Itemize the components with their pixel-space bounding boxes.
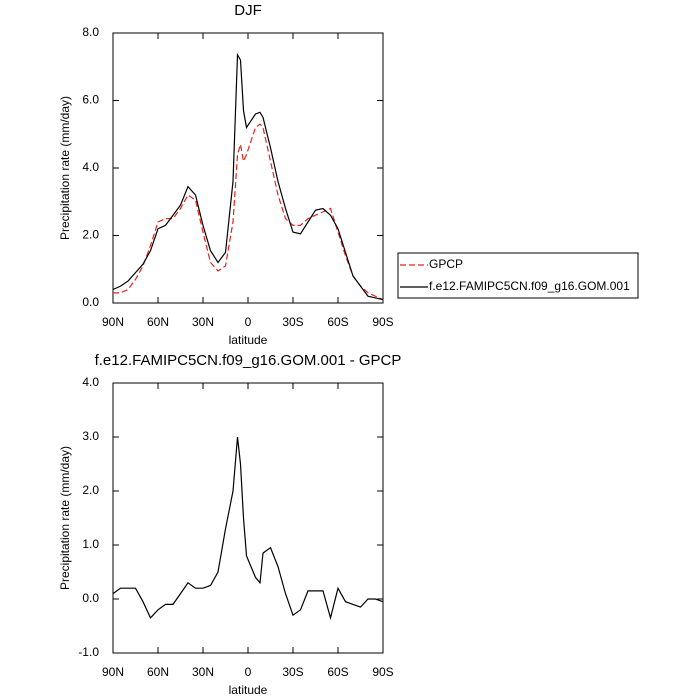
y-axis-label: Precipitation rate (mm/day): [58, 96, 72, 240]
plot-frame: [112, 32, 384, 304]
x-axis-label: latitude: [229, 333, 268, 347]
x-tick-label: 60N: [147, 665, 169, 679]
chart-title: DJF: [234, 2, 262, 19]
y-tick-label: 3.0: [82, 429, 99, 443]
series-line: [113, 123, 384, 301]
x-tick-label: 90N: [102, 665, 124, 679]
x-tick-label: 90N: [102, 315, 124, 329]
legend-box: [397, 252, 639, 299]
x-tick-label: 30S: [282, 315, 303, 329]
y-tick-label: 0.0: [82, 591, 99, 605]
x-tick-label: 60S: [327, 315, 348, 329]
x-tick-label: 90S: [372, 315, 393, 329]
series-line: [112, 52, 384, 301]
y-tick-label: 4.0: [82, 160, 99, 174]
y-tick-label: 4.0: [82, 375, 99, 389]
plot-frame: [112, 382, 384, 654]
legend-label: f.e12.FAMIPC5CN.f09_g16.GOM.001: [429, 279, 630, 293]
x-axis-label: latitude: [229, 683, 268, 697]
x-tick-label: 30N: [192, 665, 214, 679]
x-tick-label: 30N: [192, 315, 214, 329]
chart-title: f.e12.FAMIPC5CN.f09_g16.GOM.001 - GPCP: [95, 352, 402, 369]
legend-label: GPCP: [429, 257, 463, 271]
x-tick-label: 60N: [147, 315, 169, 329]
y-tick-label: 1.0: [82, 537, 99, 551]
x-tick-label: 0: [245, 315, 252, 329]
y-tick-label: 0.0: [82, 295, 99, 309]
y-tick-label: 8.0: [82, 25, 99, 39]
y-axis-label: Precipitation rate (mm/day): [58, 446, 72, 590]
series-line: [112, 436, 384, 621]
x-tick-label: 60S: [327, 665, 348, 679]
y-tick-label: 2.0: [82, 228, 99, 242]
x-tick-label: 30S: [282, 665, 303, 679]
x-tick-label: 0: [245, 665, 252, 679]
y-tick-label: -1.0: [78, 645, 99, 659]
y-tick-label: 6.0: [82, 93, 99, 107]
y-tick-label: 2.0: [82, 483, 99, 497]
x-tick-label: 90S: [372, 665, 393, 679]
